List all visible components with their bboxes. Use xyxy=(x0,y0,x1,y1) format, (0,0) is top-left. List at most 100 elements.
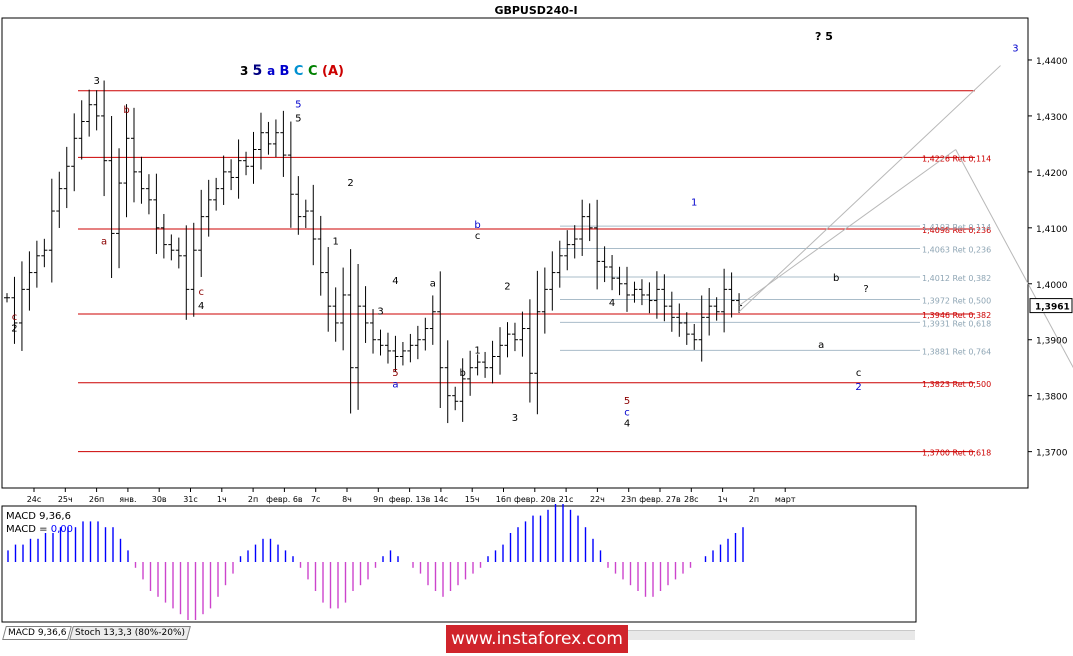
macd-panel xyxy=(1,505,917,623)
price-bar xyxy=(482,351,489,378)
price-bar xyxy=(713,297,720,321)
indicator-tab-label: Stoch 13,3,3 (80%-20%) xyxy=(75,628,186,638)
minor-label-0: 1,4103 Ret 0,114 xyxy=(922,223,991,232)
price-bar xyxy=(175,237,182,269)
x-tick-label: 2п xyxy=(749,495,759,504)
price-bar xyxy=(243,151,250,176)
price-bar xyxy=(414,325,421,360)
price-bar xyxy=(556,240,563,288)
price-bar xyxy=(41,238,48,268)
price-bar xyxy=(452,386,459,411)
ret-label-2: 1,4098 Ret 0,236 xyxy=(922,226,991,235)
price-bar xyxy=(474,354,481,376)
price-bar xyxy=(280,110,287,177)
price-bar xyxy=(310,184,317,266)
x-tick-label: 28с xyxy=(684,495,699,504)
macd-value-line: MACD = 0,00 xyxy=(6,524,73,535)
price-bar xyxy=(153,173,160,254)
wave-target-part: ? xyxy=(815,30,825,43)
price-bar xyxy=(198,189,205,277)
price-bar xyxy=(586,203,593,242)
price-bar xyxy=(101,80,108,197)
indicator-tab-1[interactable]: Stoch 13,3,3 (80%-20%) xyxy=(69,626,192,640)
wave-label: ? xyxy=(863,284,868,295)
y-tick-label: 1,3700 xyxy=(1036,449,1068,459)
price-bar xyxy=(571,225,578,259)
price-bar xyxy=(564,230,571,271)
price-bar xyxy=(526,299,533,403)
price-bar xyxy=(534,270,541,415)
ret-label-3: 1,3946 Ret 0,382 xyxy=(922,311,991,320)
y-tick-label: 1,3800 xyxy=(1036,393,1068,403)
wave-label: 3 xyxy=(1012,44,1018,55)
wave-header-part: 3 xyxy=(240,64,253,78)
price-bar xyxy=(541,267,548,334)
price-bar xyxy=(26,251,33,311)
price-bar xyxy=(295,176,302,235)
price-bar xyxy=(489,340,496,384)
wave-label: c xyxy=(198,287,204,298)
price-bar xyxy=(257,112,264,170)
price-bar xyxy=(48,178,55,283)
price-bar xyxy=(116,148,123,269)
x-tick-label: 21с xyxy=(559,495,574,504)
price-bar xyxy=(511,322,518,352)
wave-label: 3 xyxy=(93,76,99,87)
wave-label: b xyxy=(474,220,480,231)
price-bar xyxy=(302,199,309,229)
minor-label-4: 1,3931 Ret 0,618 xyxy=(922,319,991,328)
price-bar xyxy=(459,358,466,422)
price-bar xyxy=(63,146,70,209)
wave-header-part: (A) xyxy=(322,64,344,79)
price-bar xyxy=(631,281,638,303)
price-bar xyxy=(444,340,451,424)
projection-line-0 xyxy=(738,65,1001,313)
price-bar xyxy=(638,279,645,306)
x-tick-label: февр. 27в xyxy=(639,495,681,504)
x-tick-label: 30в xyxy=(152,495,167,504)
wave-label: 4 xyxy=(198,301,204,312)
indicator-tab-0[interactable]: MACD 9,36,6 xyxy=(2,626,73,640)
price-bar xyxy=(609,254,616,291)
price-bar xyxy=(205,179,212,237)
x-tick-label: 7с xyxy=(311,495,321,504)
ret-label-1: 1,4226 Ret 0,114 xyxy=(922,154,991,163)
price-bar xyxy=(235,139,242,199)
price-bar xyxy=(93,90,100,131)
price-bar xyxy=(362,286,369,343)
price-bar xyxy=(138,156,145,204)
price-bar xyxy=(287,121,294,228)
x-tick-label: март xyxy=(775,495,796,504)
x-tick-label: 14с xyxy=(434,495,449,504)
price-bar xyxy=(130,107,137,203)
price-bar xyxy=(721,268,728,333)
price-bar xyxy=(265,121,272,155)
wave-label: c xyxy=(624,407,630,418)
x-tick-label: 15ч xyxy=(465,495,480,504)
price-bar xyxy=(33,240,40,288)
price-bar xyxy=(108,116,115,279)
price-bar xyxy=(624,266,631,312)
wave-label: 5 xyxy=(295,100,301,111)
wave-label: 4 xyxy=(392,276,398,287)
wave-label: 5 xyxy=(295,114,301,125)
price-bar xyxy=(213,177,220,211)
wave-label: 3 xyxy=(377,307,383,318)
wave-label: a xyxy=(101,237,107,248)
y-tick-label: 1,4000 xyxy=(1036,281,1068,291)
price-bar xyxy=(56,171,63,228)
wave-label: c xyxy=(475,231,481,242)
wave-label: c xyxy=(856,368,862,379)
horizontal-scrollbar[interactable] xyxy=(628,630,915,640)
price-bar xyxy=(384,332,391,364)
price-bar xyxy=(78,100,85,160)
watermark-banner: www.instaforex.com xyxy=(446,625,628,653)
price-bar xyxy=(123,104,130,218)
wave-label: 2 xyxy=(855,382,861,393)
price-bar xyxy=(676,303,683,337)
x-tick-label: февр. 13в xyxy=(389,495,431,504)
macd-label: MACD = xyxy=(6,524,51,535)
wave-label: 2 xyxy=(504,281,510,292)
x-tick-label: 16п xyxy=(496,495,511,504)
x-tick-label: 23п xyxy=(621,495,636,504)
